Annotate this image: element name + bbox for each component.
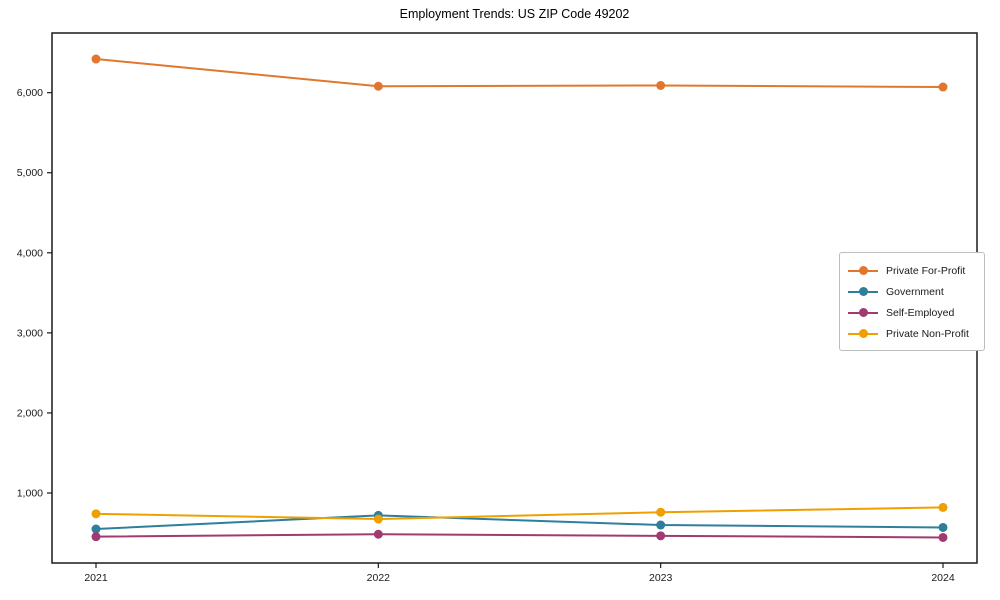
legend-dot-icon bbox=[859, 266, 868, 275]
legend-item: Private For-Profit bbox=[848, 260, 976, 281]
legend-item: Self-Employed bbox=[848, 302, 976, 323]
legend-marker-icon bbox=[848, 329, 878, 338]
legend-marker-icon bbox=[848, 287, 878, 296]
data-point-marker bbox=[938, 532, 948, 542]
x-tick-label: 2022 bbox=[367, 572, 391, 584]
x-tick-label: 2024 bbox=[931, 572, 955, 584]
legend-marker-icon bbox=[848, 266, 878, 275]
legend-label: Self-Employed bbox=[886, 306, 955, 319]
series-line bbox=[95, 514, 944, 531]
legend-dot-icon bbox=[859, 329, 868, 338]
data-point-marker bbox=[656, 531, 666, 541]
data-point-marker bbox=[656, 80, 666, 90]
data-point-marker bbox=[938, 82, 948, 92]
data-point-marker bbox=[373, 529, 383, 539]
series-line bbox=[95, 506, 944, 521]
y-tick-label: 1,000 bbox=[17, 488, 43, 500]
series-line bbox=[95, 58, 944, 89]
series-line bbox=[95, 533, 944, 539]
y-tick-label: 5,000 bbox=[17, 167, 43, 179]
data-point-marker bbox=[373, 514, 383, 524]
legend-item: Private Non-Profit bbox=[848, 323, 976, 344]
data-point-marker bbox=[91, 509, 101, 519]
chart-legend: Private For-Profit Government Self-Employe… bbox=[839, 252, 985, 351]
legend-label: Private For-Profit bbox=[886, 264, 966, 277]
data-point-marker bbox=[656, 507, 666, 517]
y-tick-label: 3,000 bbox=[17, 327, 43, 339]
data-point-marker bbox=[91, 524, 101, 534]
data-point-marker bbox=[656, 520, 666, 530]
data-point-marker bbox=[938, 502, 948, 512]
data-point-marker bbox=[373, 81, 383, 91]
legend-marker-icon bbox=[848, 308, 878, 317]
x-tick-label: 2021 bbox=[84, 572, 108, 584]
legend-dot-icon bbox=[859, 287, 868, 296]
chart-title: Employment Trends: US ZIP Code 49202 bbox=[399, 7, 630, 21]
legend-dot-icon bbox=[859, 308, 868, 317]
x-tick-label: 2023 bbox=[649, 572, 673, 584]
legend-label: Government bbox=[886, 285, 944, 298]
y-tick-label: 2,000 bbox=[17, 407, 43, 419]
legend-label: Private Non-Profit bbox=[886, 327, 969, 340]
data-point-marker bbox=[91, 54, 101, 64]
y-tick-label: 6,000 bbox=[17, 87, 43, 99]
data-point-marker bbox=[91, 532, 101, 542]
y-tick-label: 4,000 bbox=[17, 247, 43, 259]
legend-item: Government bbox=[848, 281, 976, 302]
data-point-marker bbox=[938, 522, 948, 532]
